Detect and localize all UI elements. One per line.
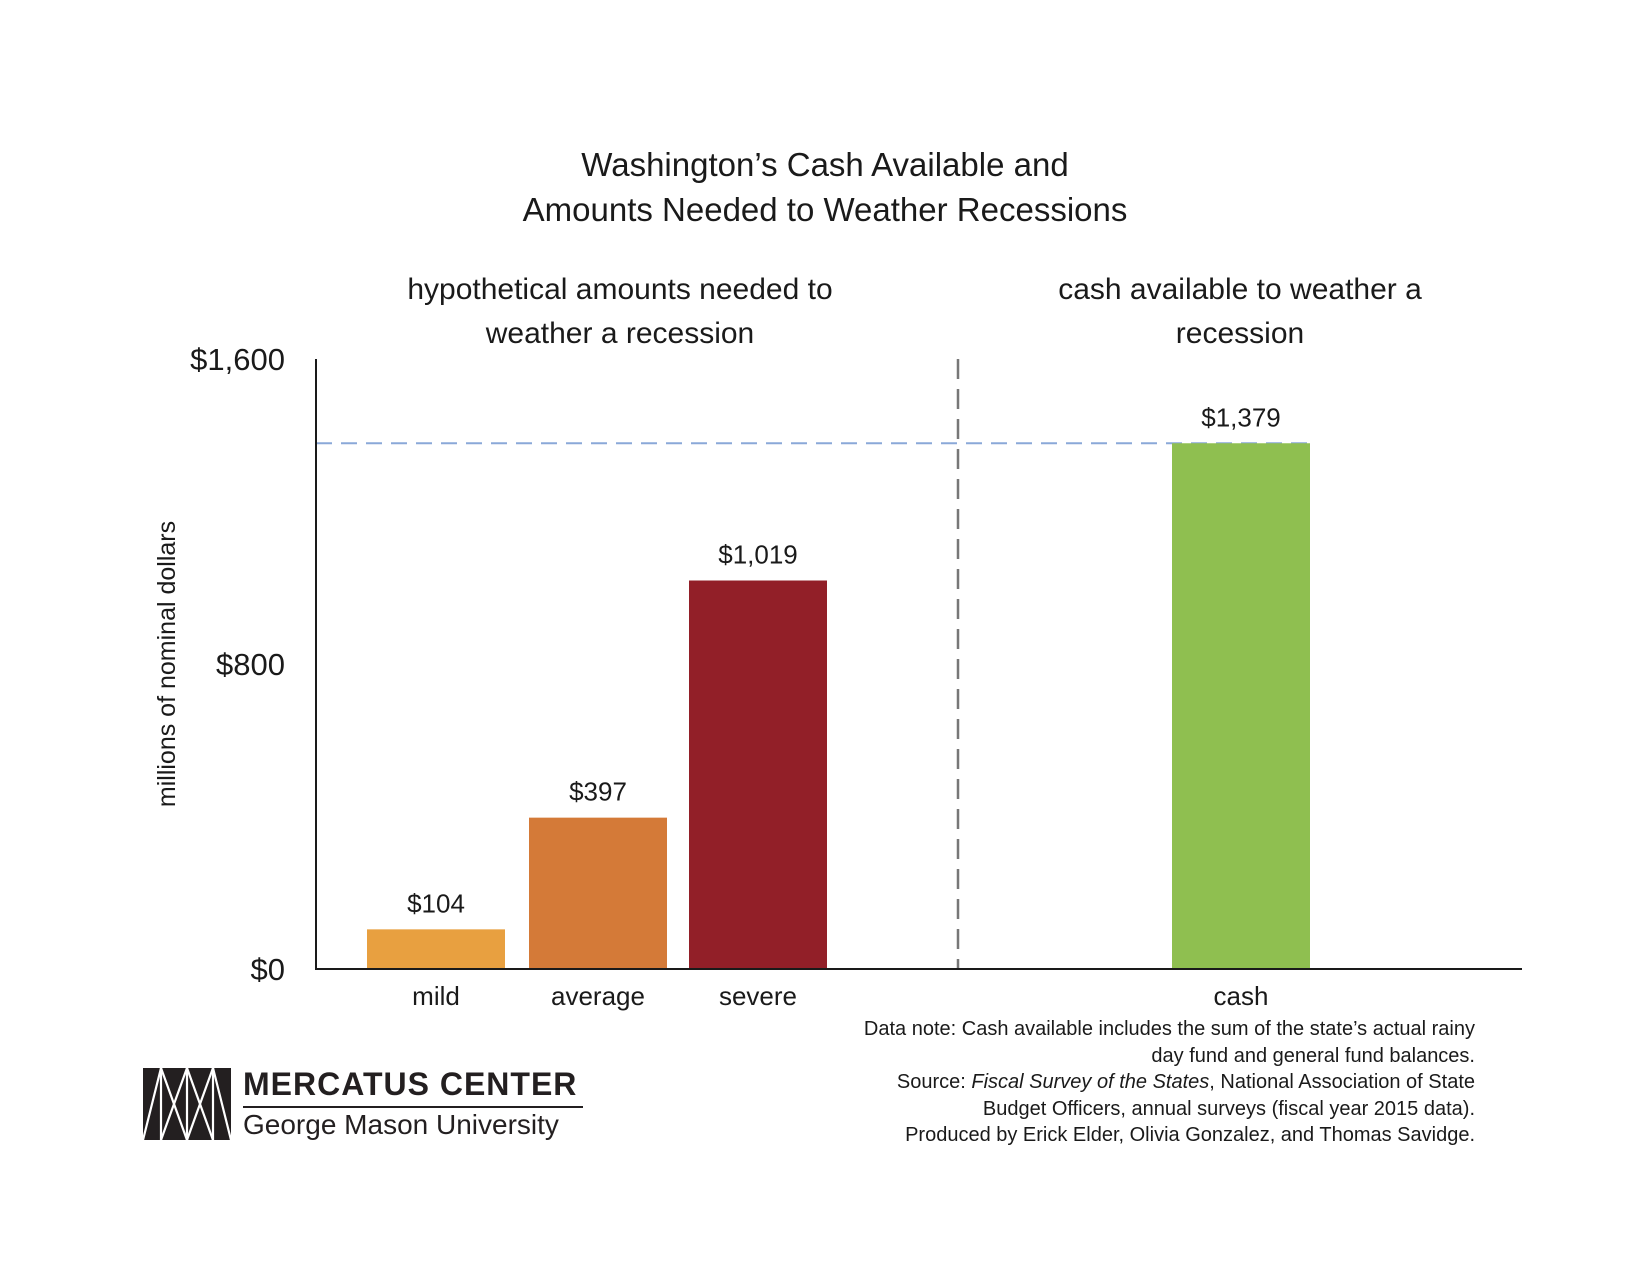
data-note-line4: Budget Officers, annual surveys (fiscal … bbox=[982, 1097, 1475, 1120]
source-title: Fiscal Survey of the States bbox=[971, 1071, 1210, 1093]
category-label-average: average bbox=[551, 981, 645, 1011]
group-label-left-line2: weather a recession bbox=[485, 317, 755, 350]
chart-title-line2: Amounts Needed to Weather Recessions bbox=[522, 191, 1128, 228]
category-label-cash: cash bbox=[1214, 981, 1269, 1011]
group-label-right-line1: cash available to weather a bbox=[1058, 273, 1422, 306]
y-tick-label-1: $800 bbox=[216, 647, 285, 682]
bar-cash bbox=[1172, 443, 1310, 970]
mercatus-logo: MERCATUS CENTER George Mason University bbox=[143, 1066, 583, 1140]
group-label-left: hypothetical amounts needed to weather a… bbox=[380, 268, 860, 356]
source-suffix: , National Association of State bbox=[1209, 1071, 1475, 1093]
value-label-severe: $1,019 bbox=[718, 540, 798, 570]
data-note-line1: Data note: Cash available includes the s… bbox=[863, 1018, 1475, 1040]
logo-divider bbox=[243, 1106, 583, 1108]
chart-title: Washington’s Cash Available and Amounts … bbox=[0, 142, 1650, 232]
y-axis-title: millions of nominal dollars bbox=[153, 521, 181, 807]
value-label-average: $397 bbox=[569, 777, 627, 807]
y-tick-label-0: $0 bbox=[251, 952, 285, 987]
data-note-line2: day fund and general fund balances. bbox=[1151, 1044, 1475, 1067]
credits-line: Produced by Erick Elder, Olivia Gonzalez… bbox=[905, 1124, 1475, 1146]
logo-subtitle: George Mason University bbox=[243, 1109, 559, 1140]
source-prefix: Source: bbox=[896, 1071, 972, 1093]
category-label-mild: mild bbox=[412, 981, 460, 1011]
mercatus-logo-mark-icon bbox=[143, 1068, 231, 1140]
group-label-left-line1: hypothetical amounts needed to bbox=[407, 273, 833, 306]
logo-name: MERCATUS CENTER bbox=[243, 1066, 578, 1102]
group-label-right-line2: recession bbox=[1175, 317, 1305, 350]
chart-title-line1: Washington’s Cash Available and bbox=[581, 146, 1069, 183]
value-label-cash: $1,379 bbox=[1201, 402, 1281, 432]
bar-average bbox=[529, 817, 667, 969]
source-line: Source: Fiscal Survey of the States, Nat… bbox=[775, 1069, 1475, 1096]
bar-mild bbox=[367, 929, 505, 969]
data-note: Data note: Cash available includes the s… bbox=[775, 1016, 1475, 1149]
y-tick-label-2: $1,600 bbox=[190, 342, 285, 377]
bar-severe bbox=[689, 580, 827, 969]
bar-chart: $104 mild $397 average $1,019 severe $1,379 cas… bbox=[153, 342, 1522, 1011]
category-label-severe: severe bbox=[719, 981, 797, 1011]
group-label-right: cash available to weather a recession bbox=[1000, 268, 1480, 356]
value-label-mild: $104 bbox=[407, 888, 465, 918]
